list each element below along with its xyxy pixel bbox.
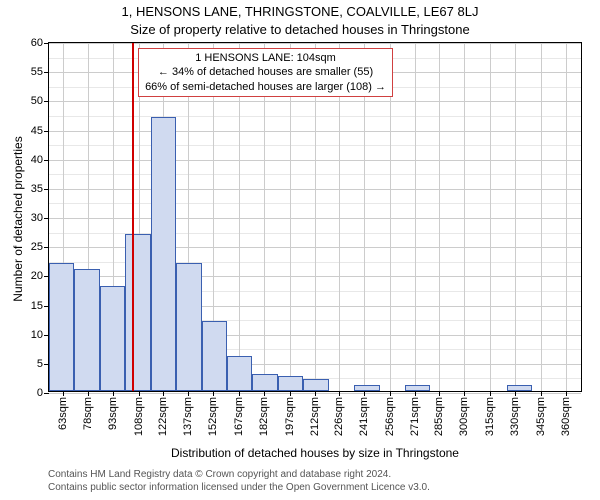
x-tick-mark <box>239 391 240 396</box>
x-tick-mark <box>515 391 516 396</box>
histogram-bar <box>151 117 176 391</box>
x-tick-label: 315sqm <box>484 397 496 436</box>
footer-line1: Contains HM Land Registry data © Crown c… <box>48 469 391 480</box>
y-tick-mark <box>44 247 49 248</box>
x-tick-label: 271sqm <box>409 397 421 436</box>
histogram-bar <box>252 374 277 392</box>
x-tick-mark <box>315 391 316 396</box>
x-tick-mark <box>88 391 89 396</box>
y-tick-mark <box>44 160 49 161</box>
histogram-bar <box>303 379 328 391</box>
chart-title: 1, HENSONS LANE, THRINGSTONE, COALVILLE,… <box>0 4 600 19</box>
y-tick-mark <box>44 218 49 219</box>
x-tick-label: 122sqm <box>157 397 169 436</box>
x-tick-mark <box>113 391 114 396</box>
footer-text: Contains HM Land Registry data © Crown c… <box>48 468 430 494</box>
gridline-v <box>415 43 416 391</box>
y-tick-mark <box>44 43 49 44</box>
x-tick-label: 182sqm <box>258 397 270 436</box>
histogram-bar <box>227 356 252 391</box>
histogram-bar <box>74 269 99 392</box>
x-tick-mark <box>139 391 140 396</box>
footer-line2: Contains public sector information licen… <box>48 482 430 493</box>
gridline-v <box>541 43 542 391</box>
annot-line2: ← 34% of detached houses are smaller (55… <box>158 66 373 78</box>
x-tick-label: 212sqm <box>309 397 321 436</box>
chart-container: 1, HENSONS LANE, THRINGSTONE, COALVILLE,… <box>0 0 600 500</box>
gridline-v <box>490 43 491 391</box>
x-tick-label: 256sqm <box>384 397 396 436</box>
x-tick-label: 345sqm <box>535 397 547 436</box>
y-axis-label: Number of detached properties <box>11 129 25 309</box>
x-tick-label: 197sqm <box>284 397 296 436</box>
x-tick-label: 241sqm <box>358 397 370 436</box>
x-tick-label: 152sqm <box>207 397 219 436</box>
x-tick-label: 137sqm <box>182 397 194 436</box>
x-tick-mark <box>566 391 567 396</box>
x-tick-label: 78sqm <box>82 397 94 430</box>
x-tick-mark <box>63 391 64 396</box>
annot-line3: 66% of semi-detached houses are larger (… <box>145 81 386 93</box>
x-tick-label: 226sqm <box>333 397 345 436</box>
x-tick-mark <box>188 391 189 396</box>
y-tick-mark <box>44 131 49 132</box>
chart-subtitle: Size of property relative to detached ho… <box>0 22 600 37</box>
histogram-bar <box>507 385 532 391</box>
x-tick-mark <box>339 391 340 396</box>
histogram-bar <box>278 376 303 391</box>
annot-line1: 1 HENSONS LANE: 104sqm <box>195 52 336 64</box>
x-tick-mark <box>415 391 416 396</box>
x-tick-mark <box>163 391 164 396</box>
x-tick-mark <box>364 391 365 396</box>
x-tick-label: 167sqm <box>233 397 245 436</box>
histogram-bar <box>125 234 150 392</box>
histogram-bar <box>100 286 125 391</box>
histogram-bar <box>202 321 227 391</box>
histogram-bar <box>176 263 201 391</box>
x-tick-label: 63sqm <box>57 397 69 430</box>
gridline-v <box>439 43 440 391</box>
x-tick-mark <box>290 391 291 396</box>
annotation-box: 1 HENSONS LANE: 104sqm ← 34% of detached … <box>138 48 393 97</box>
x-tick-label: 93sqm <box>107 397 119 430</box>
y-tick-mark <box>44 393 49 394</box>
histogram-bar <box>405 385 430 391</box>
histogram-bar <box>49 263 74 391</box>
x-tick-mark <box>490 391 491 396</box>
x-tick-mark <box>464 391 465 396</box>
gridline-v <box>464 43 465 391</box>
y-tick-mark <box>44 101 49 102</box>
x-axis-label: Distribution of detached houses by size … <box>48 446 582 460</box>
x-tick-label: 300sqm <box>458 397 470 436</box>
plot-area: 05101520253035404550556063sqm78sqm93sqm1… <box>48 42 582 392</box>
x-tick-mark <box>439 391 440 396</box>
x-tick-mark <box>541 391 542 396</box>
x-tick-label: 360sqm <box>560 397 572 436</box>
y-tick-mark <box>44 189 49 190</box>
y-tick-mark <box>44 72 49 73</box>
x-tick-label: 285sqm <box>433 397 445 436</box>
x-tick-mark <box>213 391 214 396</box>
x-tick-label: 108sqm <box>133 397 145 436</box>
x-tick-mark <box>390 391 391 396</box>
property-marker-line <box>132 43 134 391</box>
x-tick-mark <box>264 391 265 396</box>
histogram-bar <box>354 385 379 391</box>
gridline-v <box>566 43 567 391</box>
gridline-v <box>515 43 516 391</box>
x-tick-label: 330sqm <box>509 397 521 436</box>
